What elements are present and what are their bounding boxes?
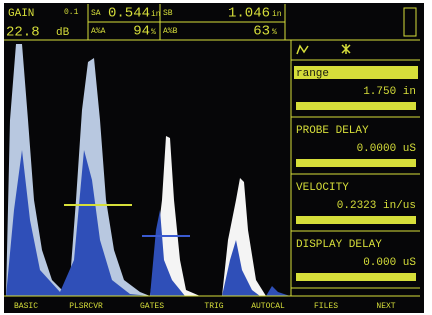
reading-unit: % [151, 28, 156, 37]
reading-value: 0.544 [108, 6, 150, 22]
menu-value: 1.750 in [363, 86, 416, 98]
device-screen: GAIN 0.1 22.8 dB SA 0.544 in SB 1.046 in… [0, 0, 432, 315]
reading-value: 63 [253, 24, 270, 40]
menu-value: 0.2323 in/us [337, 200, 416, 212]
gain-label: GAIN [8, 8, 34, 20]
tab[interactable]: AUTOCAL [251, 302, 285, 311]
tab[interactable]: TRIG [204, 302, 223, 311]
menu-label: DISPLAY DELAY [296, 239, 382, 251]
menu-bar [296, 102, 416, 110]
reading-value: 1.046 [228, 6, 270, 22]
tab[interactable]: PLSRCVR [69, 302, 103, 311]
menu-bar [296, 159, 416, 167]
screen [4, 3, 424, 313]
tab[interactable]: GATES [140, 302, 164, 311]
reading-value: 94 [133, 24, 150, 40]
reading-label: A%A [91, 27, 106, 36]
reading-unit: % [272, 28, 277, 37]
gain-step: 0.1 [64, 8, 79, 17]
menu-label: PROBE DELAY [296, 125, 369, 137]
menu-bar [296, 216, 416, 224]
reading-unit: in [272, 10, 282, 19]
tab[interactable]: BASIC [14, 302, 38, 311]
menu-label: VELOCITY [296, 182, 349, 194]
reading-label: SA [91, 9, 101, 18]
menu-value: 0.000 uS [363, 257, 416, 269]
tab[interactable]: FILES [314, 302, 338, 311]
menu-bar [296, 273, 416, 281]
reading-label: A%B [163, 27, 178, 36]
menu-value: 0.0000 uS [357, 143, 417, 155]
reading-unit: in [151, 10, 161, 19]
gain-value: 22.8 [6, 25, 40, 41]
tab[interactable]: NEXT [376, 302, 395, 311]
menu-label: range [296, 68, 329, 80]
reading-label: SB [163, 9, 173, 18]
gain-unit: dB [56, 27, 70, 39]
